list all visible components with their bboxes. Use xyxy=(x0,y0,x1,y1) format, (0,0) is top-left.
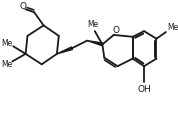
Text: O: O xyxy=(19,2,26,11)
Text: Me: Me xyxy=(1,39,12,48)
Text: OH: OH xyxy=(137,85,151,94)
Text: O: O xyxy=(112,26,119,35)
Text: Me: Me xyxy=(167,23,178,32)
Text: Me: Me xyxy=(1,60,12,69)
Text: Me: Me xyxy=(87,20,99,29)
Polygon shape xyxy=(87,41,103,46)
Polygon shape xyxy=(57,47,72,54)
